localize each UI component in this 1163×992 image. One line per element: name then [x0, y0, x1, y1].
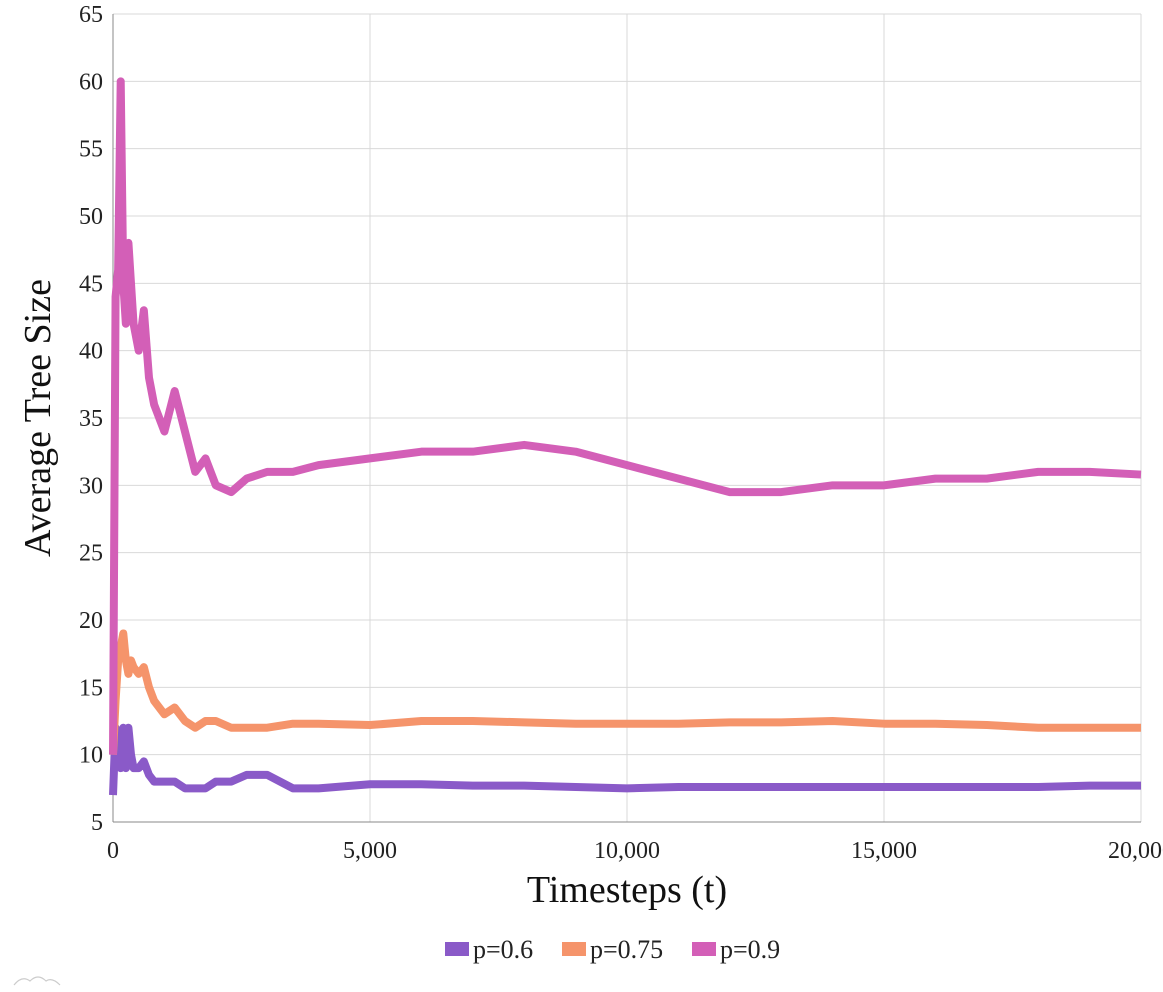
y-tick-label: 40 [79, 339, 103, 365]
y-tick-label: 30 [79, 473, 103, 499]
x-axis-title: Timesteps (t) [527, 869, 727, 911]
y-tick-label: 35 [79, 406, 103, 432]
y-axis-title: Average Tree Size [17, 279, 59, 557]
legend-label: p=0.75 [590, 935, 663, 964]
y-tick-label: 15 [79, 675, 103, 701]
legend-swatch [562, 942, 586, 956]
legend-label: p=0.6 [473, 935, 533, 964]
y-tick-label: 20 [79, 608, 103, 634]
series-line [109, 723, 1141, 796]
x-tick-label: 5,000 [343, 838, 397, 864]
x-tick-label: 0 [107, 838, 119, 864]
labels: 5 10 15 20 25 30 35 40 45 50 55 60 65 0 5,000 10,000 15,… [79, 2, 1163, 864]
y-tick-label: 25 [79, 541, 103, 567]
y-tick-label: 60 [79, 69, 103, 95]
legend: p=0.6 p=0.75 p=0.9 [445, 935, 780, 964]
plot [109, 77, 1142, 796]
y-tick-label: 50 [79, 204, 103, 230]
x-tick-label: 10,000 [594, 838, 660, 864]
y-tick-label: 5 [91, 810, 103, 836]
y-tick-label: 65 [79, 2, 103, 28]
series-line [109, 77, 1142, 755]
legend-label: p=0.9 [720, 935, 780, 964]
series-line [109, 629, 1141, 755]
x-tick-label: 15,000 [851, 838, 917, 864]
y-tick-label: 55 [79, 137, 103, 163]
logo [13, 976, 61, 986]
x-tick-label: 20,000 [1108, 838, 1163, 864]
y-tick-label: 45 [79, 271, 103, 297]
legend-swatch [692, 942, 716, 956]
grid [112, 13, 1142, 823]
y-tick-label: 10 [79, 743, 103, 769]
legend-swatch [445, 942, 469, 956]
